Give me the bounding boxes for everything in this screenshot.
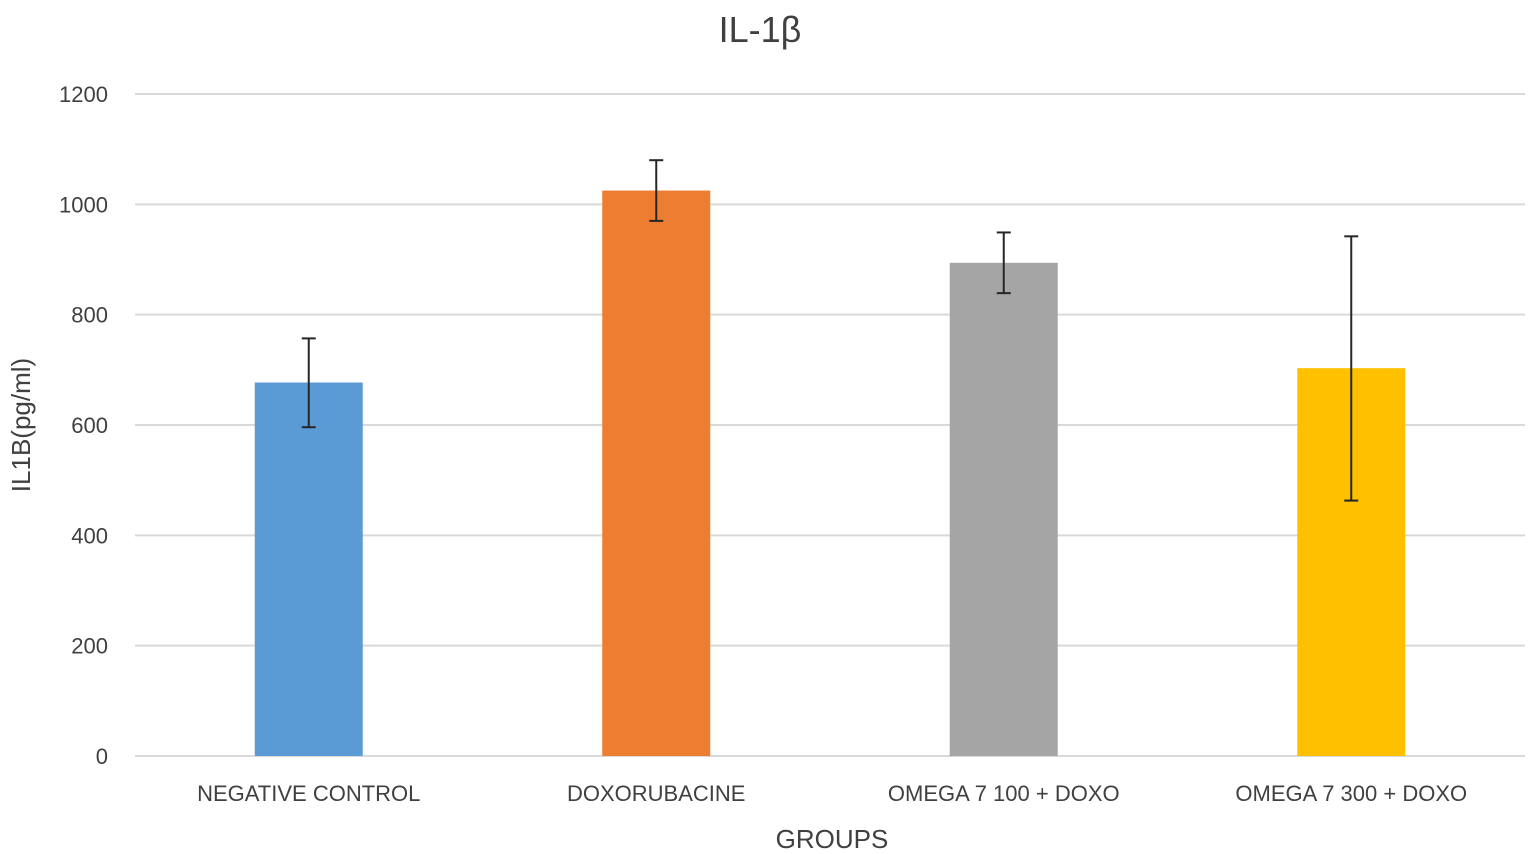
error-bar [649,159,664,222]
y-axis-title: IL1B(pg/ml) [6,358,36,492]
error-bar [301,337,316,429]
bars [254,190,1406,756]
x-category-label: DOXORUBACINE [567,781,745,806]
x-category-label: OMEGA 7 300 + DOXO [1235,781,1467,806]
error-bar [996,231,1011,295]
gridlines [135,93,1525,757]
y-tick-label: 1200 [59,82,108,107]
chart-title: IL-1β [719,9,802,50]
x-category-label: NEGATIVE CONTROL [197,781,420,806]
y-axis-ticks: 0 200 400 600 800 1000 1200 [59,82,108,769]
error-bars [301,159,1359,502]
y-tick-label: 800 [71,303,108,328]
y-tick-label: 200 [71,634,108,659]
bar [254,382,363,756]
y-tick-label: 0 [96,744,108,769]
y-tick-label: 600 [71,413,108,438]
y-tick-label: 1000 [59,192,108,217]
x-category-label: OMEGA 7 100 + DOXO [888,781,1120,806]
error-bar [1344,235,1359,502]
bar [949,262,1058,756]
x-axis-labels: NEGATIVE CONTROL DOXORUBACINE OMEGA 7 100 … [197,781,1467,806]
x-axis-title: GROUPS [776,824,889,854]
bar [602,190,711,756]
y-tick-label: 400 [71,523,108,548]
